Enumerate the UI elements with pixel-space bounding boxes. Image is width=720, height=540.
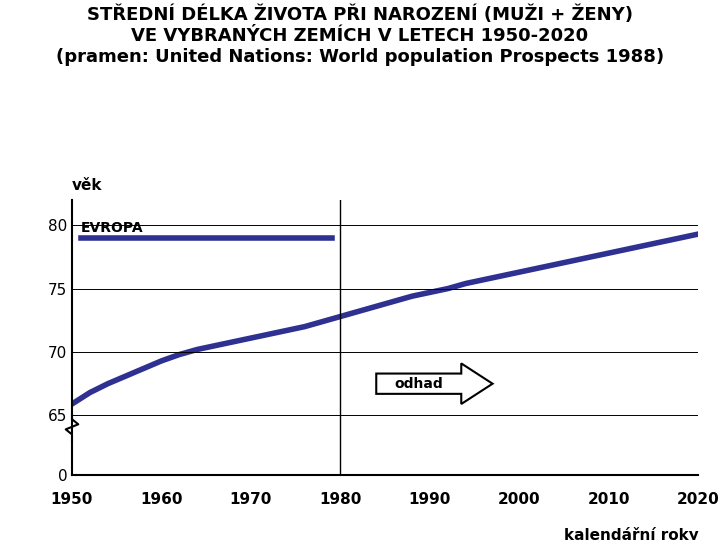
- Text: 1960: 1960: [140, 492, 183, 508]
- Text: STŘEDNÍ DÉLKA ŽIVOTA PŘI NAROZENÍ (MUŽI + ŽENY)
VE VYBRANÝCH ZEMÍCH V LETECH 195: STŘEDNÍ DÉLKA ŽIVOTA PŘI NAROZENÍ (MUŽI …: [56, 5, 664, 65]
- Text: 2010: 2010: [588, 492, 630, 508]
- Polygon shape: [377, 363, 492, 404]
- Text: kalendářní roky: kalendářní roky: [564, 527, 698, 540]
- Text: 1990: 1990: [409, 492, 451, 508]
- Text: 2000: 2000: [498, 492, 541, 508]
- Text: 2020: 2020: [677, 492, 720, 508]
- Text: odhad: odhad: [395, 377, 443, 391]
- Text: 1950: 1950: [51, 492, 93, 508]
- Text: 1970: 1970: [230, 492, 272, 508]
- Text: věk: věk: [72, 178, 102, 193]
- Text: 1980: 1980: [319, 492, 361, 508]
- Text: EVROPA: EVROPA: [81, 221, 143, 235]
